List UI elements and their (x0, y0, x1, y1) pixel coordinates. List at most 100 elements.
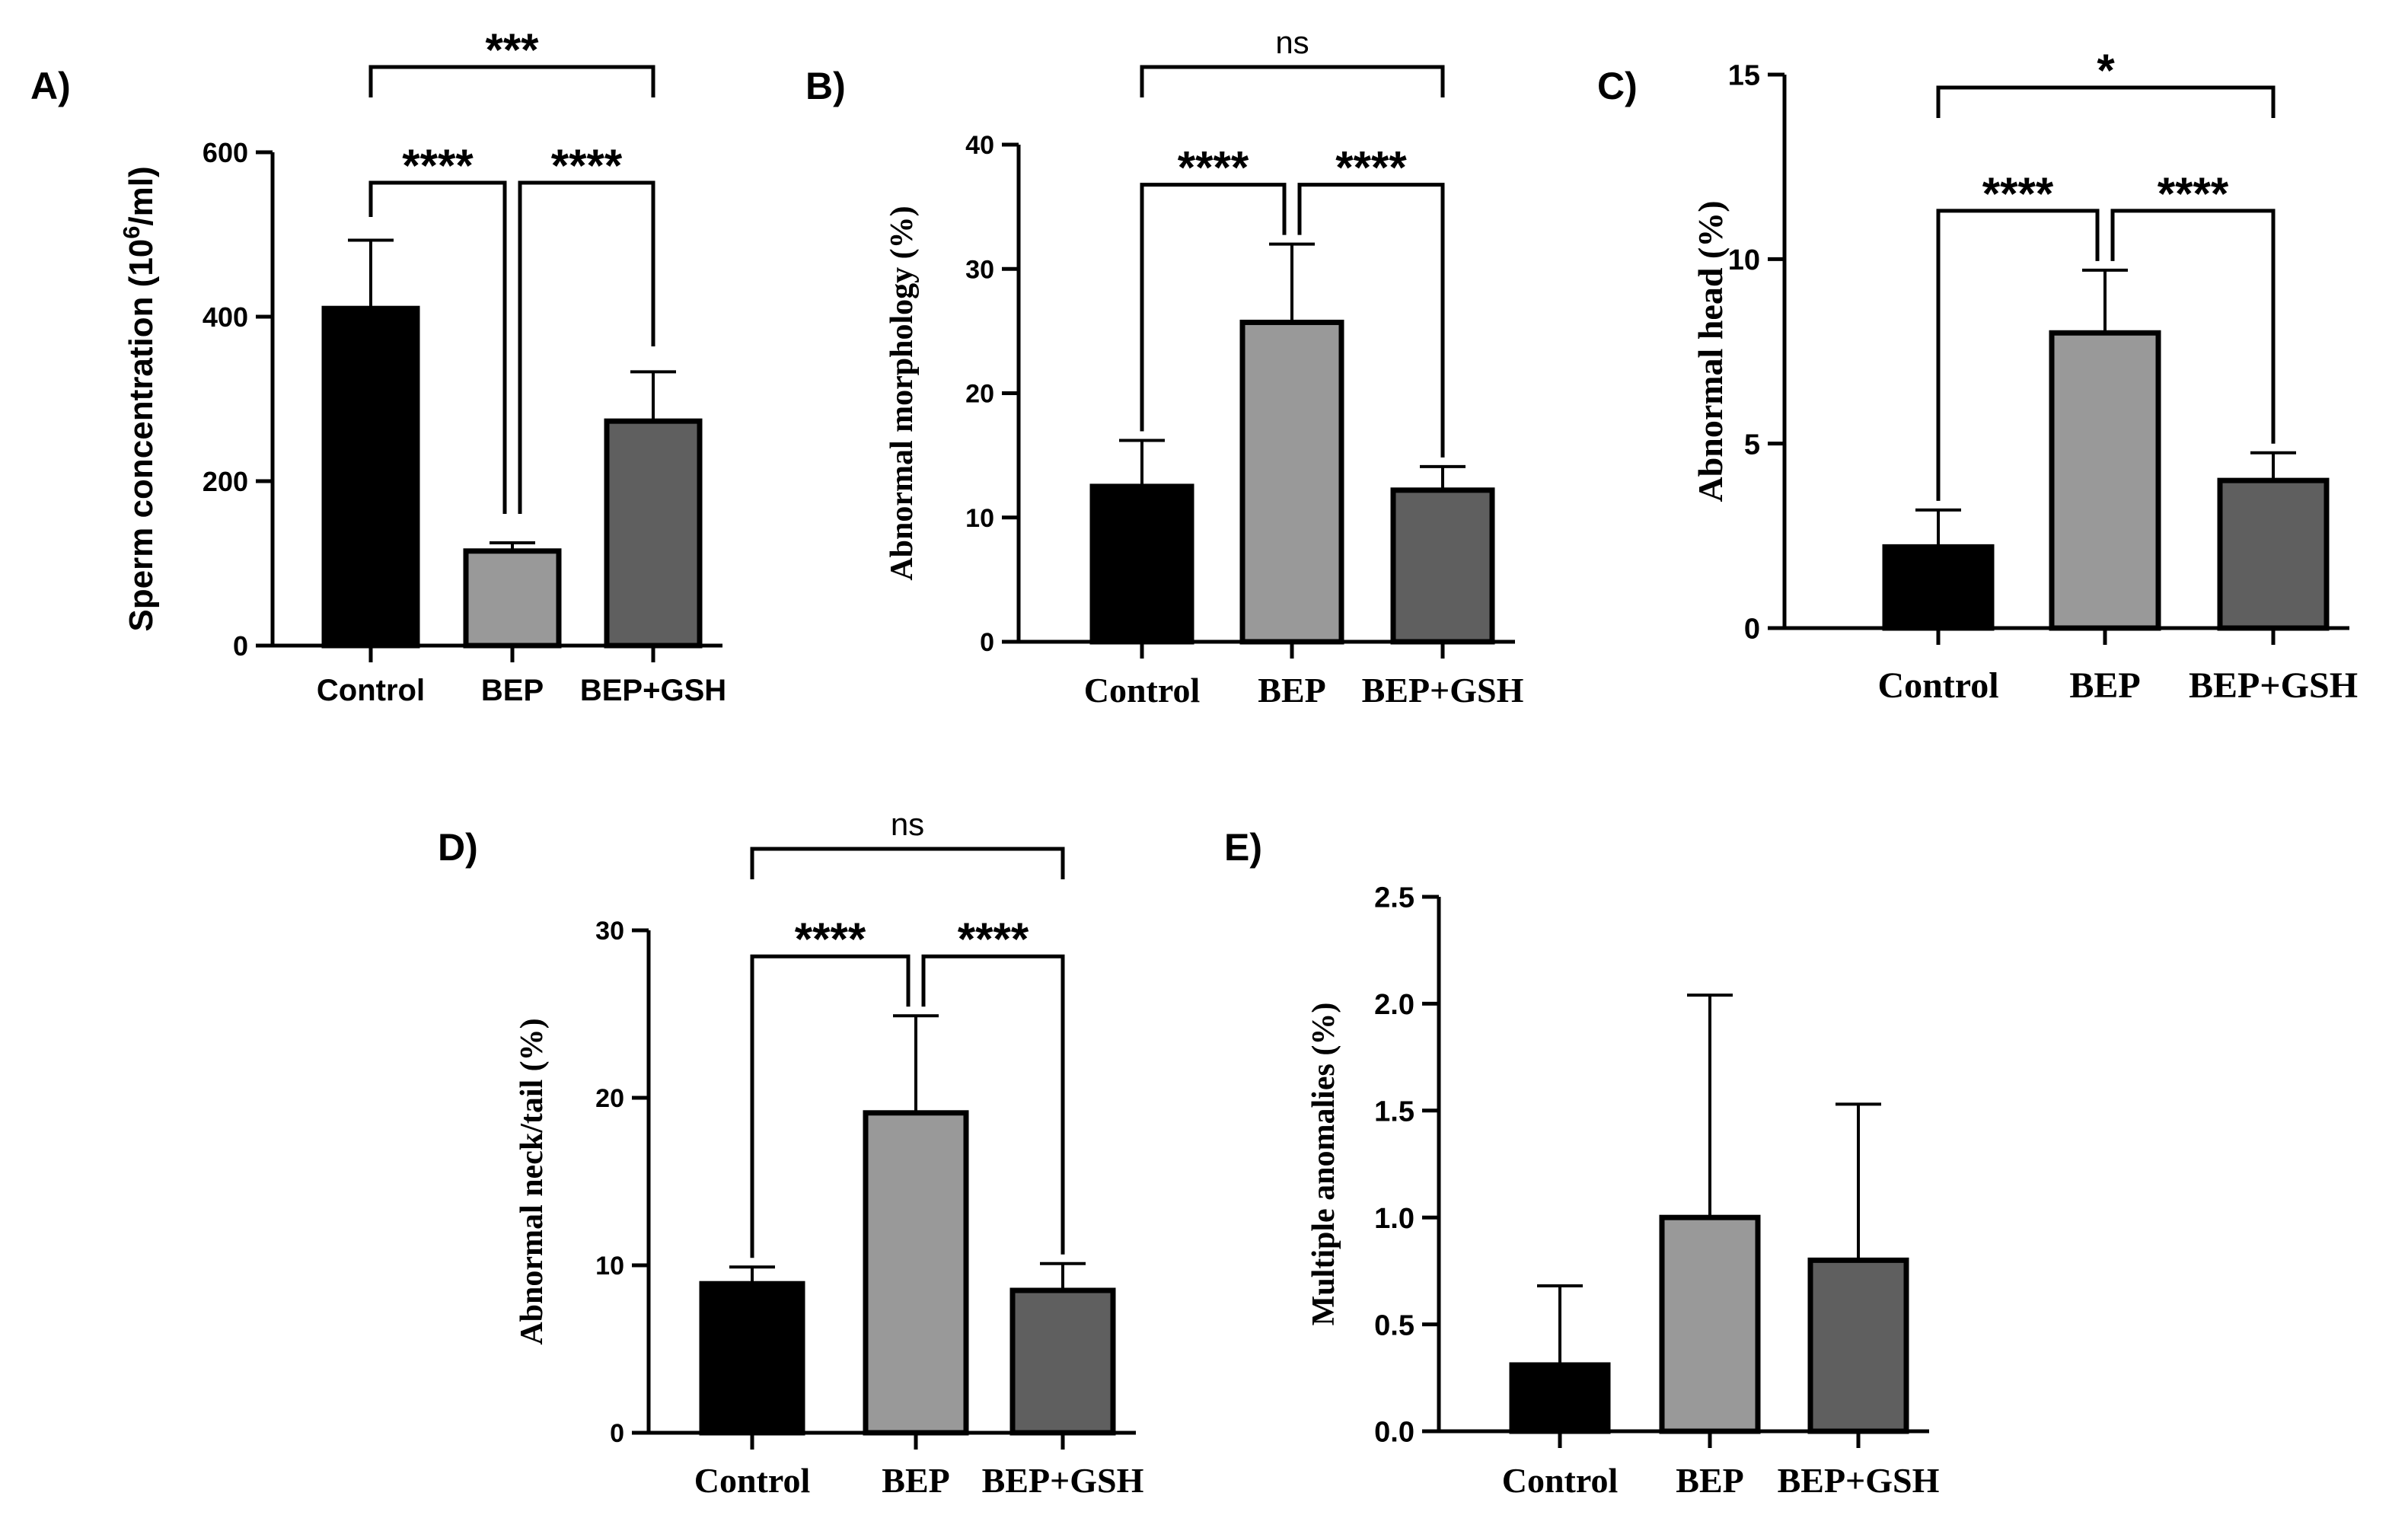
x-category-label: BEP+GSH (1362, 671, 1524, 710)
x-category-label: Control (694, 1461, 811, 1500)
y-axis-label: Multiple anomalies (%) (1306, 1003, 1341, 1326)
significance-label: **** (402, 140, 474, 191)
chart-panel-c: C) 0 5 10 15 Control BEP BEP+GSH Abnormal head (… (1597, 45, 2358, 706)
bar-control (699, 1281, 805, 1436)
y-tick-label: 30 (595, 917, 624, 946)
bar-bep (2049, 330, 2161, 631)
bar-bep (1239, 319, 1344, 645)
bar-control (321, 305, 420, 649)
x-category-label: BEP+GSH (580, 674, 726, 707)
x-category-label: BEP+GSH (982, 1461, 1144, 1500)
y-axis-label-main: Abnormal morphology (%) (885, 206, 920, 580)
significance-label: **** (2158, 168, 2229, 219)
y-axis-label-tail: /ml) (123, 166, 160, 225)
y-tick-label: 1.0 (1374, 1203, 1415, 1235)
y-tick-label: 20 (595, 1084, 624, 1113)
significance-bracket (750, 954, 911, 1258)
panel-label: B) (805, 65, 846, 107)
y-tick-label: 10 (965, 504, 994, 533)
chart-panel-a: A) 0 200 400 600 Control BEP BEP+GSH Sperm conce… (30, 24, 726, 707)
x-category-label: BEP (1676, 1461, 1743, 1500)
y-axis-label-main: Multiple anomalies (%) (1306, 1003, 1341, 1326)
significance-label: **** (1982, 168, 2054, 219)
y-axis-label: Abnormal head (%) (1691, 200, 1730, 502)
x-category-label: BEP (2069, 665, 2140, 706)
y-tick-label: 10 (595, 1252, 624, 1281)
bar-bep (463, 548, 562, 649)
bar-bep_gsh (1807, 1257, 1909, 1434)
significance-label: ns (891, 806, 924, 842)
y-tick-label: 600 (203, 137, 248, 168)
significance-bracket (2110, 209, 2276, 444)
x-category-label: BEP+GSH (2189, 665, 2358, 706)
chart-panel-e: E) 0.0 0.5 1.0 1.5 2.0 2.5 Control BEP BEP+GSH Mul… (1224, 826, 1940, 1500)
significance-bracket (1140, 65, 1445, 97)
panel-label: D) (438, 826, 478, 869)
significance-bracket (1297, 183, 1445, 458)
bar-control (1882, 544, 1995, 631)
significance-bracket (368, 180, 507, 514)
significance-bracket (1140, 183, 1287, 432)
bar-bep_gsh (1009, 1287, 1116, 1436)
significance-label: **** (958, 914, 1029, 965)
y-tick-label: 1.5 (1374, 1096, 1415, 1127)
significance-label: *** (485, 24, 539, 75)
y-axis-label-sup: 6 (118, 226, 145, 239)
chart-panel-b: B) 0 10 20 30 40 Control BEP BEP+GSH Abnormal mor… (805, 24, 1524, 710)
y-axis-label: Abnormal morphology (%) (885, 206, 920, 580)
bar-bep (863, 1110, 969, 1436)
significance-label: **** (551, 140, 623, 191)
bar-bep_gsh (2217, 477, 2330, 631)
x-category-label: Control (1877, 665, 1998, 706)
y-tick-label: 40 (965, 131, 994, 160)
significance-label: **** (795, 914, 866, 965)
significance-bracket (368, 65, 655, 97)
significance-label: ns (1275, 24, 1309, 60)
significance-bracket (750, 847, 1065, 879)
y-tick-label: 30 (965, 255, 994, 284)
significance-bracket (921, 954, 1065, 1255)
x-category-label: BEP (882, 1461, 949, 1500)
y-tick-label: 5 (1744, 429, 1760, 461)
bar-control (1509, 1362, 1611, 1434)
bar-bep_gsh (1390, 487, 1495, 645)
x-category-label: Control (317, 674, 425, 707)
y-tick-label: 400 (203, 301, 248, 333)
significance-bracket (1936, 85, 2276, 118)
y-tick-label: 0 (610, 1419, 624, 1448)
y-axis-label: Abnormal neck/tail (%) (515, 1018, 550, 1344)
significance-bracket (518, 180, 655, 514)
bar-bep (1659, 1214, 1761, 1434)
y-tick-label: 0.0 (1374, 1417, 1415, 1449)
y-axis-label-main: Sperm concentration (10 (123, 239, 160, 632)
y-axis-label-main: Abnormal neck/tail (%) (515, 1018, 550, 1344)
x-category-label: BEP+GSH (1778, 1461, 1940, 1500)
chart-panel-d: D) 0 10 20 30 Control BEP BEP+GSH Abnormal neck/… (438, 806, 1144, 1500)
x-category-label: Control (1084, 671, 1201, 710)
significance-label: **** (1335, 142, 1407, 193)
y-tick-label: 2.0 (1374, 989, 1415, 1021)
y-tick-label: 15 (1728, 60, 1760, 92)
y-tick-label: 20 (965, 380, 994, 409)
y-tick-label: 200 (203, 466, 248, 497)
significance-label: **** (1178, 142, 1249, 193)
y-axis-label: Sperm concentration (106/ml) (118, 166, 161, 631)
panel-label: A) (30, 65, 71, 107)
x-category-label: Control (1502, 1461, 1619, 1500)
y-tick-label: 2.5 (1374, 882, 1415, 914)
panel-label: C) (1597, 65, 1638, 107)
significance-label: * (2097, 45, 2115, 96)
y-tick-label: 0.5 (1374, 1309, 1415, 1341)
y-tick-label: 0 (1744, 614, 1760, 646)
y-tick-label: 0 (980, 628, 994, 657)
y-axis-label-main: Abnormal head (%) (1691, 200, 1730, 502)
bar-control (1089, 483, 1194, 645)
y-tick-label: 0 (233, 630, 248, 662)
x-category-label: BEP (481, 674, 544, 707)
x-category-label: BEP (1258, 671, 1325, 710)
y-tick-label: 10 (1728, 244, 1760, 276)
panel-label: E) (1224, 826, 1262, 869)
bar-bep_gsh (604, 418, 703, 649)
significance-bracket (1936, 209, 2100, 501)
